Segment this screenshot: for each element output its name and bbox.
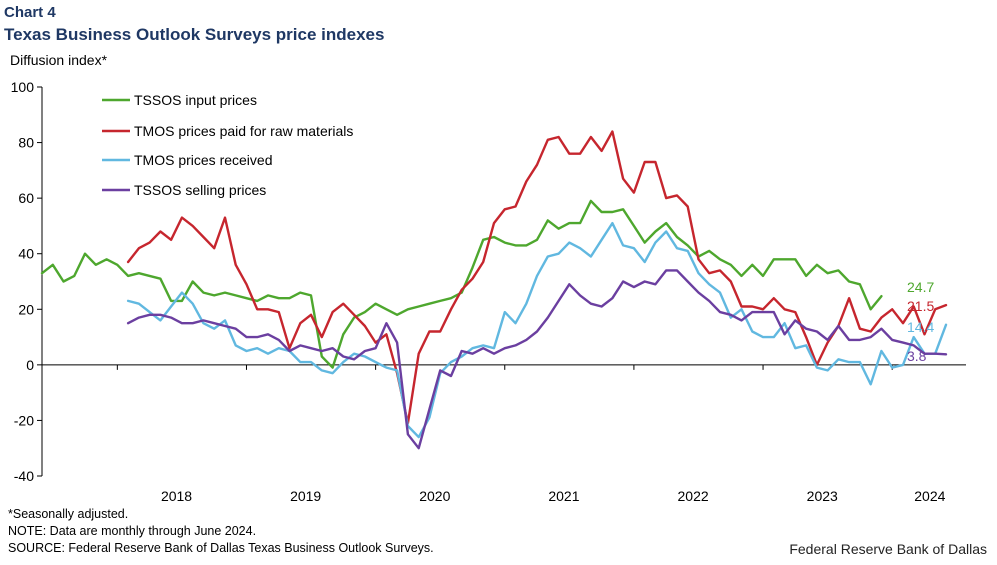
y-tick-label: 80	[18, 135, 34, 151]
y-tick-label: 100	[11, 79, 35, 95]
legend-label: TSSOS input prices	[134, 92, 257, 108]
y-tick-label: 0	[26, 357, 34, 373]
series-line-3	[126, 221, 948, 439]
end-value-label: 24.7	[907, 279, 934, 295]
plot-area: -40 -20 0 20 40 60 80 100 2018 2019 2020 2021 2022 20…	[11, 79, 966, 504]
end-labels: 24.7 21.5 14.4 3.8	[907, 279, 934, 364]
y-tick-label: 60	[18, 190, 34, 206]
x-tick-label: 2020	[419, 488, 450, 504]
footnote-source: SOURCE: Federal Reserve Bank of Dallas T…	[8, 541, 434, 555]
footnote-note: NOTE: Data are monthly through June 2024…	[8, 524, 257, 538]
x-tick-label: 2018	[161, 488, 192, 504]
legend-label: TSSOS selling prices	[134, 182, 266, 198]
legend-label: TMOS prices received	[134, 152, 272, 168]
legend-label: TMOS prices paid for raw materials	[134, 123, 353, 139]
series-line-1	[40, 199, 883, 369]
end-value-label: 14.4	[907, 319, 934, 335]
y-tick-label: 20	[18, 301, 34, 317]
end-value-label: 21.5	[907, 298, 934, 314]
chart-number: Chart 4	[4, 4, 56, 21]
x-tick-label: 2019	[290, 488, 321, 504]
series-line-4	[126, 269, 948, 450]
x-tick-label: 2021	[548, 488, 579, 504]
x-tick-label: 2023	[807, 488, 838, 504]
y-tick-label: -20	[14, 412, 34, 428]
y-tick-label: -40	[14, 468, 34, 484]
credit-line: Federal Reserve Bank of Dallas	[789, 541, 987, 557]
chart-title: Texas Business Outlook Surveys price ind…	[4, 25, 385, 44]
x-tick-label: 2024	[914, 488, 945, 504]
y-axis-label: Diffusion index*	[10, 52, 108, 68]
series-line-2	[126, 130, 948, 425]
end-value-label: 3.8	[907, 348, 927, 364]
series-lines	[40, 130, 948, 450]
y-tick-label: 40	[18, 246, 34, 262]
x-tick-label: 2022	[678, 488, 709, 504]
legend: TSSOS input prices TMOS prices paid for r…	[102, 92, 353, 198]
footnotes: *Seasonally adjusted. NOTE: Data are mon…	[8, 506, 434, 557]
footnote-seasonal: *Seasonally adjusted.	[8, 507, 129, 521]
